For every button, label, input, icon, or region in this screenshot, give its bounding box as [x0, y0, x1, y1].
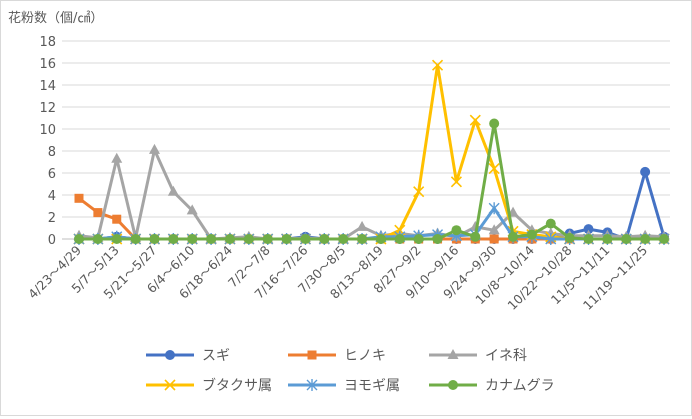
y-tick-label: 8 [48, 145, 56, 160]
data-point [432, 234, 443, 244]
data-point [300, 234, 311, 244]
legend-marker [307, 350, 317, 360]
legend-marker [165, 350, 175, 360]
y-tick-label: 18 [39, 35, 56, 50]
legend-marker [164, 379, 176, 391]
data-point [451, 225, 462, 236]
data-point [74, 234, 84, 244]
legend-item: スギ [146, 348, 230, 364]
data-point [149, 234, 160, 244]
data-point [564, 232, 575, 243]
data-point [413, 234, 424, 244]
legend-item: ブタクサ属 [146, 377, 272, 394]
legend-marker [448, 380, 458, 390]
data-point [168, 234, 179, 244]
legend-label: スギ [202, 348, 230, 364]
legend-label: カナムグラ [485, 378, 555, 394]
data-point [187, 234, 198, 244]
data-point [111, 234, 122, 244]
gridlines [62, 40, 670, 240]
data-point [224, 234, 235, 244]
legend-item: イネ科 [429, 348, 527, 364]
y-tick-label: 16 [39, 57, 56, 72]
data-point [488, 224, 500, 235]
data-point [243, 234, 254, 244]
series-lines [73, 59, 670, 245]
legend-item: ヒノキ [288, 348, 386, 364]
data-point [357, 234, 368, 244]
legend-label: ヨモギ属 [344, 378, 400, 394]
series-line [79, 63, 664, 241]
data-point [488, 163, 500, 175]
series-line [79, 170, 666, 241]
series-6 [74, 118, 669, 244]
data-point [148, 143, 160, 154]
data-point [621, 234, 632, 244]
legend-item: カナムグラ [429, 378, 555, 394]
data-point [489, 234, 499, 244]
data-point [93, 208, 103, 218]
legend-item: ヨモギ属 [288, 378, 400, 394]
data-point [488, 202, 500, 215]
legend-label: ヒノキ [344, 348, 386, 364]
data-point [262, 234, 273, 244]
x-tick-labels: 4/23～4/295/7～5/135/21～5/276/4～6/106/18～6… [25, 242, 650, 312]
series-line [79, 122, 664, 241]
y-tick-label: 10 [39, 123, 56, 138]
y-tick-label: 14 [39, 79, 56, 94]
legend-marker [447, 349, 459, 359]
y-tick-labels: 0 2 4 6 8 10 12 14 16 18 [39, 35, 56, 248]
data-point [281, 234, 292, 244]
y-tick-label: 0 [48, 233, 56, 248]
data-point [375, 234, 386, 244]
data-point [186, 204, 198, 215]
data-point [338, 234, 349, 244]
data-point [545, 233, 557, 245]
data-point [206, 234, 217, 244]
data-point [470, 231, 481, 242]
data-point [74, 193, 84, 203]
data-point [526, 229, 537, 240]
legend-label: イネ科 [485, 348, 527, 364]
data-point [583, 234, 594, 244]
data-point [640, 234, 651, 244]
data-point [413, 186, 425, 198]
data-point [431, 59, 444, 71]
data-point [450, 176, 462, 188]
y-tick-label: 4 [48, 189, 56, 204]
y-tick-label: 12 [39, 101, 56, 116]
data-point [508, 231, 519, 242]
data-point [640, 166, 651, 177]
data-point [112, 214, 122, 224]
data-point [92, 234, 103, 244]
series-line [78, 148, 665, 241]
y-tick-label: 6 [48, 167, 56, 182]
data-point [469, 114, 481, 126]
y-axis-title: 花粉数（個/㎠） [8, 10, 103, 26]
data-point [319, 234, 330, 244]
data-point [130, 234, 141, 244]
data-point [489, 118, 500, 129]
series-3 [73, 143, 670, 243]
data-point [394, 234, 405, 244]
y-tick-label: 2 [48, 211, 56, 226]
series-4 [73, 59, 670, 245]
data-point [659, 234, 669, 244]
data-point [356, 220, 368, 231]
data-point [602, 234, 613, 244]
data-point [583, 224, 594, 235]
data-point [111, 152, 123, 163]
legend-label: ブタクサ属 [202, 377, 272, 394]
data-point [167, 185, 179, 196]
data-point [545, 218, 556, 229]
legend-marker [306, 379, 318, 391]
